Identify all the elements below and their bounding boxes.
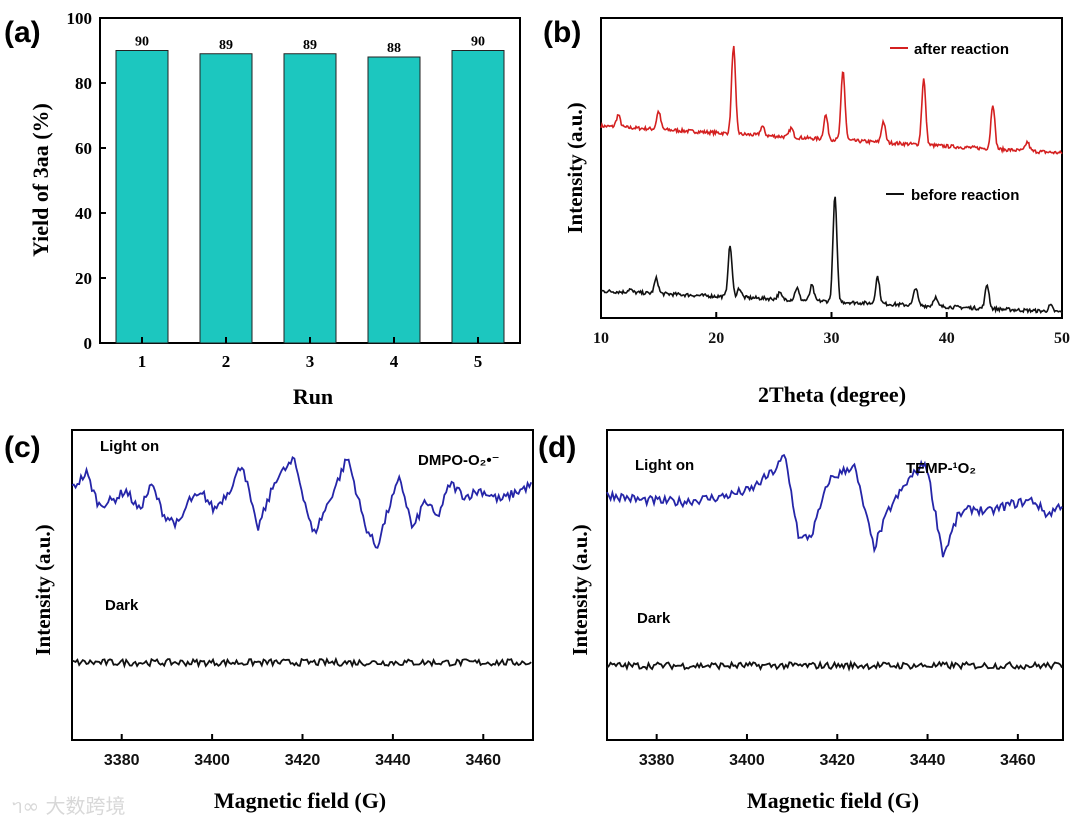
y-axis-label-b: Intensity (a.u.): [563, 102, 587, 233]
panel-label-b: (b): [543, 16, 581, 49]
x-axis-label-b: 2Theta (degree): [758, 382, 906, 407]
x-tick-label-a: 1: [138, 352, 147, 371]
light-on-label-d: Light on: [635, 457, 694, 474]
bar-run-4: [367, 56, 421, 344]
x-tick-label-a: 2: [222, 352, 231, 371]
x-tick-label-b: 40: [939, 330, 955, 347]
bar-value-label: 90: [135, 35, 149, 50]
x-tick-label-c: 3460: [465, 752, 501, 769]
x-tick-label-a: 5: [474, 352, 483, 371]
y-axis-label-c: Intensity (a.u.): [31, 524, 55, 655]
xrd-line-after: [600, 45, 1063, 155]
x-tick-label-a: 4: [390, 352, 399, 371]
epr-line-light-on: [606, 453, 1063, 558]
bar-run-1: [115, 50, 169, 344]
bar-value-label: 89: [219, 38, 233, 53]
y-tick-label-a: 80: [75, 74, 92, 93]
dark-label-c: Dark: [105, 597, 139, 614]
x-tick-label-d: 3420: [819, 752, 855, 769]
bar-run-5: [451, 50, 505, 344]
watermark-logo: ᥐ∞ 大数跨境: [12, 794, 125, 818]
panel-a: (a) 0 20 40 60 80 100 90 1 89 2 89 3 88 4 90 5 Yield of…: [4, 9, 521, 409]
bar-value-label: 88: [387, 41, 401, 56]
annotation-d: TEMP-¹O₂: [906, 460, 976, 477]
bar-run-3: [283, 53, 337, 344]
panel-d: (d) 3380 3400 3420 3440 3460 Light on Dark T…: [538, 429, 1064, 813]
epr-line-light-on: [71, 456, 533, 549]
x-tick-label-b: 30: [824, 330, 840, 347]
y-tick-label-a: 100: [67, 9, 93, 28]
plot-frame-c: [71, 429, 534, 741]
x-tick-label-b: 10: [593, 330, 609, 347]
x-axis-label-a: Run: [293, 384, 333, 409]
x-tick-label-d: 3400: [729, 752, 765, 769]
xrd-line-before: [600, 196, 1063, 315]
annotation-c: DMPO-O₂•⁻: [418, 452, 500, 469]
x-tick-label-c: 3380: [104, 752, 140, 769]
x-axis-label-d: Magnetic field (G): [747, 788, 919, 813]
epr-line-dark: [606, 659, 1063, 672]
x-tick-label-d: 3380: [639, 752, 675, 769]
y-axis-label-a: Yield of 3aa (%): [28, 103, 53, 257]
y-tick-label-a: 60: [75, 139, 92, 158]
x-tick-label-c: 3440: [375, 752, 411, 769]
x-tick-label-b: 50: [1054, 330, 1070, 347]
x-tick-label-a: 3: [306, 352, 315, 371]
bar-value-label: 90: [471, 35, 485, 50]
x-axis-label-c: Magnetic field (G): [214, 788, 386, 813]
panel-b: (b) 10 20 30 40 50 after reaction before rea…: [543, 16, 1070, 407]
light-on-label-c: Light on: [100, 438, 159, 455]
y-tick-label-a: 40: [75, 204, 92, 223]
dark-label-d: Dark: [637, 610, 671, 627]
epr-line-dark: [71, 656, 532, 669]
x-tick-label-c: 3400: [194, 752, 230, 769]
y-tick-label-a: 0: [84, 334, 93, 353]
plot-frame-d: [606, 429, 1064, 741]
bar-value-label: 89: [303, 38, 317, 53]
panel-label-d: (d): [538, 431, 576, 464]
x-tick-label-d: 3460: [1000, 752, 1036, 769]
legend-label-before: before reaction: [911, 187, 1019, 204]
x-tick-label-b: 20: [708, 330, 724, 347]
y-tick-label-a: 20: [75, 269, 92, 288]
panel-label-a: (a): [4, 16, 41, 49]
x-tick-label-d: 3440: [910, 752, 946, 769]
bar-run-2: [199, 53, 253, 344]
panel-c: (c) 3380 3400 3420 3440 3460 Light on Dark D…: [4, 429, 534, 813]
legend-label-after: after reaction: [914, 41, 1009, 58]
x-tick-label-c: 3420: [285, 752, 321, 769]
y-axis-label-d: Intensity (a.u.): [568, 524, 592, 655]
panel-label-c: (c): [4, 431, 41, 464]
